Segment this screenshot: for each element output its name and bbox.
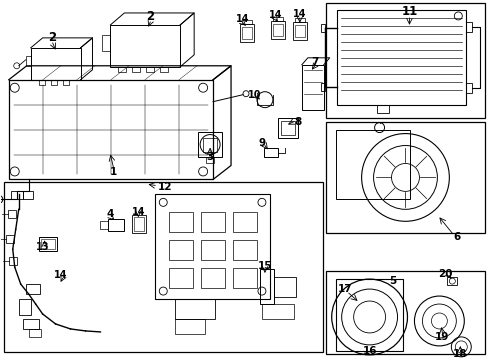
Bar (326, 3, 485, 118)
Bar (29, 329, 41, 337)
Bar (466, 22, 472, 32)
Bar (11, 192, 23, 199)
Bar (273, 17, 283, 21)
Bar (63, 80, 69, 85)
Text: 1: 1 (110, 167, 117, 177)
Bar (110, 25, 180, 67)
Bar (326, 122, 485, 233)
Text: 17: 17 (338, 284, 352, 294)
Bar (19, 299, 31, 315)
Bar (260, 269, 274, 304)
Bar (302, 65, 324, 110)
Bar (119, 67, 126, 72)
Text: 14: 14 (236, 14, 250, 24)
Bar (233, 212, 257, 232)
Bar (326, 271, 485, 354)
Text: 16: 16 (362, 346, 377, 356)
Text: 3: 3 (206, 153, 214, 162)
Bar (169, 240, 193, 260)
Text: 14: 14 (269, 10, 283, 20)
Bar (201, 212, 225, 232)
Bar (281, 121, 295, 135)
Bar (377, 105, 389, 113)
Bar (466, 83, 472, 93)
Bar (23, 319, 39, 329)
Text: 9: 9 (258, 138, 266, 148)
Bar (31, 48, 80, 80)
Bar (134, 217, 145, 231)
Text: 6: 6 (454, 232, 461, 242)
Bar (4, 183, 323, 352)
Bar (108, 219, 124, 231)
Text: 12: 12 (158, 183, 172, 192)
Bar (9, 257, 17, 265)
Text: 11: 11 (401, 5, 417, 18)
Text: 19: 19 (435, 332, 449, 342)
Text: 14: 14 (293, 9, 307, 19)
Bar (201, 268, 225, 288)
Bar (274, 277, 296, 297)
Text: 7: 7 (311, 57, 318, 67)
Bar (147, 67, 154, 72)
Bar (132, 67, 140, 72)
Bar (25, 284, 40, 294)
Bar (169, 212, 193, 232)
Text: 2: 2 (49, 31, 57, 44)
Bar (9, 80, 213, 179)
Text: 14: 14 (132, 207, 145, 217)
Bar (233, 268, 257, 288)
Bar (102, 35, 110, 51)
Bar (175, 299, 215, 319)
Text: 18: 18 (453, 349, 467, 359)
Bar (233, 240, 257, 260)
Text: 8: 8 (294, 117, 301, 127)
Bar (262, 304, 294, 319)
Bar (447, 277, 457, 285)
Bar (242, 27, 252, 39)
Bar (23, 192, 33, 199)
Bar (264, 148, 278, 157)
Bar (203, 138, 217, 152)
Bar (242, 20, 252, 24)
Bar (321, 24, 325, 32)
Text: 15: 15 (258, 261, 272, 271)
Bar (201, 240, 225, 260)
Bar (271, 21, 285, 39)
Bar (278, 118, 298, 138)
Bar (169, 268, 193, 288)
Bar (175, 319, 205, 334)
Bar (160, 67, 168, 72)
Text: 2: 2 (146, 10, 154, 23)
Bar (240, 24, 254, 42)
Bar (321, 83, 325, 91)
Text: 20: 20 (438, 269, 453, 279)
Bar (25, 56, 31, 66)
Bar (6, 235, 14, 243)
Bar (336, 130, 411, 199)
Bar (50, 80, 57, 85)
Bar (8, 210, 16, 218)
Bar (155, 194, 270, 299)
Bar (132, 215, 147, 233)
Text: 10: 10 (248, 90, 262, 100)
Bar (295, 18, 305, 22)
Bar (39, 80, 45, 85)
Bar (293, 22, 307, 40)
Bar (336, 279, 403, 351)
Text: 4: 4 (107, 209, 114, 219)
Text: 14: 14 (54, 270, 67, 280)
Bar (273, 24, 283, 36)
Bar (206, 157, 214, 163)
Bar (295, 25, 305, 37)
Text: 13: 13 (36, 242, 49, 252)
Text: 5: 5 (389, 276, 396, 286)
Bar (39, 237, 57, 251)
Bar (337, 10, 466, 105)
Bar (41, 239, 54, 249)
Bar (198, 131, 222, 157)
